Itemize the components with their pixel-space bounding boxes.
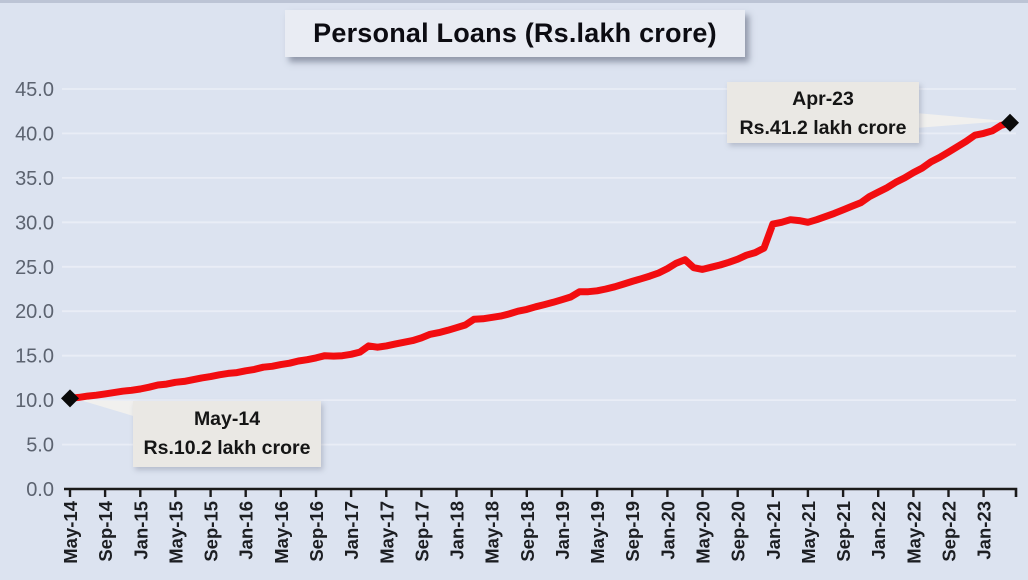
grid-lines <box>62 88 1016 446</box>
y-tick-label: 30.0 <box>15 212 54 234</box>
callout-apr-23-value: Rs.41.2 lakh crore <box>739 117 907 140</box>
frame-top-edge <box>0 0 1028 3</box>
x-tick-label: Sep-19 <box>622 501 643 562</box>
callout-apr-23-date: Apr-23 <box>792 88 854 110</box>
x-tick-label: May-15 <box>165 501 186 564</box>
y-tick-label: 20.0 <box>15 301 54 323</box>
x-tick-label: Jan-15 <box>130 501 151 560</box>
callout-may-14-date: May-14 <box>193 408 261 430</box>
x-axis <box>64 487 1018 497</box>
x-tick-label: Jan-17 <box>341 501 362 560</box>
x-tick-label: May-20 <box>693 501 714 564</box>
x-axis-ticks <box>68 489 985 497</box>
x-tick-label: Jan-18 <box>447 501 468 560</box>
x-tick-label: May-21 <box>798 501 819 564</box>
x-tick-label: Sep-20 <box>728 501 749 562</box>
x-tick-label: Sep-22 <box>939 501 960 562</box>
end-marker <box>1001 113 1019 132</box>
x-tick-label: Jan-22 <box>868 501 889 560</box>
y-tick-label: 0.0 <box>26 479 54 501</box>
y-axis-labels: 45.0 40.0 35.0 30.0 25.0 20.0 15.0 10.0 5.0 0.0 <box>15 79 54 501</box>
x-tick-label: May-14 <box>60 500 81 563</box>
data-line <box>66 119 1014 402</box>
x-tick-label: May-17 <box>376 501 397 564</box>
callout-may-14-value: Rs.10.2 lakh crore <box>143 437 311 460</box>
chart-title: Personal Loans (Rs.lakh crore) <box>313 18 717 48</box>
x-tick-label: Jan-16 <box>236 501 257 560</box>
x-tick-label: Jan-23 <box>974 501 995 560</box>
x-tick-label: Sep-17 <box>411 501 432 562</box>
y-tick-label: 35.0 <box>15 168 54 190</box>
x-tick-label: Sep-21 <box>833 501 854 562</box>
y-tick-label: 5.0 <box>26 435 54 457</box>
callout-may-14: May-14 Rs.10.2 lakh crore <box>133 401 321 467</box>
y-tick-label: 10.0 <box>15 390 54 412</box>
x-tick-label: May-18 <box>482 501 503 564</box>
x-tick-label: Jan-20 <box>657 501 678 560</box>
chart-title-box: Personal Loans (Rs.lakh crore) <box>285 10 745 57</box>
start-marker <box>61 389 79 408</box>
x-tick-label: Sep-14 <box>95 500 116 561</box>
x-axis-labels: May-14 Sep-14 Jan-15 May-15 Sep-15 Jan-16 May-… <box>60 500 995 563</box>
x-tick-label: May-19 <box>587 501 608 564</box>
y-tick-label: 45.0 <box>15 79 54 101</box>
y-tick-label: 25.0 <box>15 257 54 279</box>
x-tick-label: May-16 <box>271 501 292 564</box>
callout-apr-23: Apr-23 Rs.41.2 lakh crore <box>727 82 919 143</box>
x-tick-label: Jan-21 <box>763 501 784 560</box>
x-tick-label: Sep-18 <box>517 501 538 562</box>
y-tick-label: 40.0 <box>15 123 54 145</box>
x-tick-label: Sep-15 <box>201 501 222 562</box>
x-tick-label: Jan-19 <box>552 501 573 560</box>
y-tick-label: 15.0 <box>15 346 54 368</box>
x-tick-label: Sep-16 <box>306 501 327 562</box>
callout-leader-end <box>916 113 1006 128</box>
x-tick-label: May-22 <box>903 501 924 564</box>
